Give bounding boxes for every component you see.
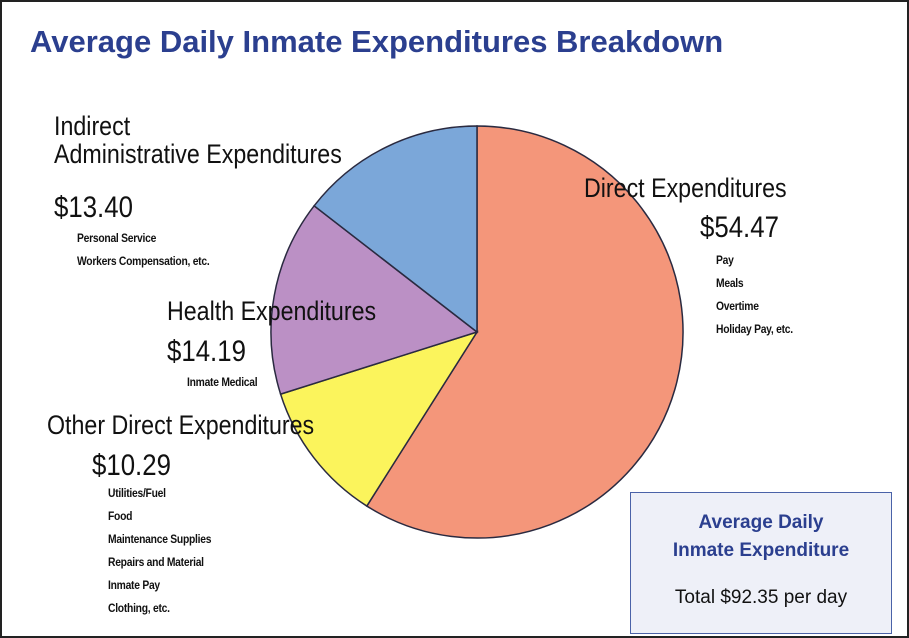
slice-label: Other Direct Expenditures (47, 410, 315, 440)
value-label: $10.29 (92, 449, 171, 482)
slice-detail: Workers Compensation, etc. (77, 254, 210, 268)
slice-detail: Pay (716, 253, 734, 267)
pie-slice (365, 125, 684, 539)
pie-slice (279, 330, 479, 508)
slice-detail: Meals (716, 276, 744, 290)
slice-detail: Food (108, 509, 133, 523)
slice-detail: Clothing, etc. (108, 601, 170, 615)
value-label: $13.40 (54, 191, 133, 224)
summary-heading: Average Daily Inmate Expenditure (672, 512, 850, 561)
pie-slice (270, 204, 479, 396)
summary-total: Total $92.35 per day (674, 587, 848, 608)
chart-title: Average Daily Inmate Expenditures Breakd… (30, 24, 724, 59)
slice-detail: Inmate Pay (108, 578, 160, 592)
slice-detail: Utilities/Fuel (108, 486, 166, 500)
slice-detail: Maintenance Supplies (108, 532, 212, 546)
slice-detail: Repairs and Material (108, 555, 204, 569)
pie-slice (313, 125, 478, 334)
slice-label: Health Expenditures (167, 296, 377, 326)
slice-detail: Holiday Pay, etc. (716, 322, 793, 336)
slice-label: Direct Expenditures (584, 173, 787, 203)
slice-detail: Overtime (716, 299, 759, 313)
value-label: $54.47 (700, 211, 779, 244)
summary-box: Average Daily Inmate Expenditure Total $… (630, 492, 892, 634)
value-label: $14.19 (167, 335, 246, 368)
slice-label: Indirect Administrative Expenditures (54, 111, 342, 170)
slice-detail: Personal Service (77, 231, 157, 245)
slice-detail: Inmate Medical (187, 375, 258, 389)
